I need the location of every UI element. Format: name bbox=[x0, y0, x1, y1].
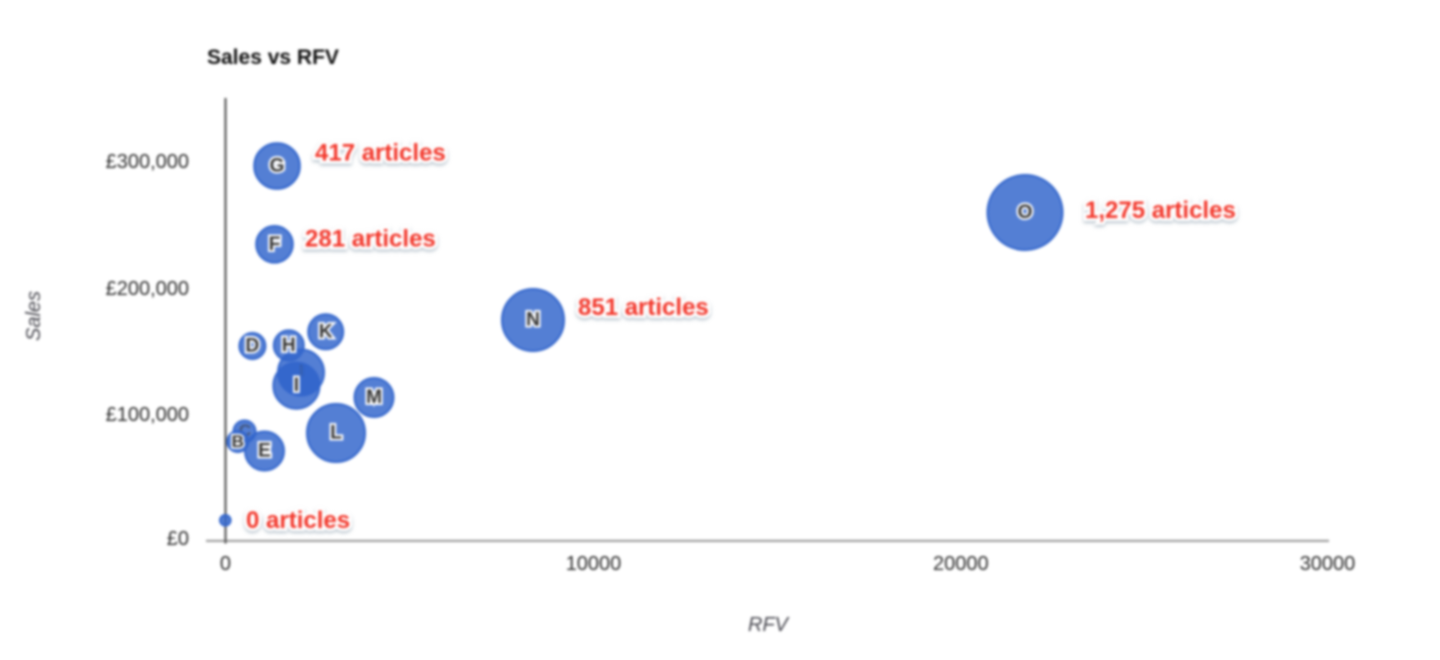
svg-text:Sales: Sales bbox=[23, 291, 45, 341]
svg-text:E: E bbox=[258, 441, 271, 462]
svg-text:RFV: RFV bbox=[748, 614, 790, 636]
svg-text:£0: £0 bbox=[167, 528, 189, 550]
svg-text:30000: 30000 bbox=[1300, 553, 1356, 575]
svg-text:417 articles: 417 articles bbox=[315, 140, 446, 167]
svg-text:281 articles: 281 articles bbox=[305, 226, 436, 253]
svg-text:£100,000: £100,000 bbox=[106, 404, 189, 426]
svg-text:M: M bbox=[366, 387, 382, 408]
svg-text:0 articles: 0 articles bbox=[246, 507, 350, 534]
svg-text:1,275 articles: 1,275 articles bbox=[1085, 197, 1236, 224]
svg-text:L: L bbox=[330, 423, 342, 444]
svg-text:B: B bbox=[232, 432, 244, 451]
svg-text:Sales vs RFV: Sales vs RFV bbox=[207, 46, 339, 69]
svg-text:851 articles: 851 articles bbox=[578, 294, 709, 321]
svg-text:G: G bbox=[270, 156, 285, 177]
svg-text:N: N bbox=[526, 310, 540, 331]
svg-text:I: I bbox=[294, 375, 299, 396]
svg-text:10000: 10000 bbox=[566, 553, 622, 575]
svg-text:£200,000: £200,000 bbox=[106, 278, 189, 300]
svg-text:£300,000: £300,000 bbox=[106, 151, 189, 173]
svg-text:D: D bbox=[246, 336, 260, 357]
svg-text:K: K bbox=[319, 321, 333, 342]
svg-text:0: 0 bbox=[220, 553, 231, 575]
svg-text:20000: 20000 bbox=[933, 553, 989, 575]
svg-text:F: F bbox=[269, 234, 281, 255]
svg-text:O: O bbox=[1018, 202, 1033, 223]
svg-text:H: H bbox=[282, 335, 296, 356]
